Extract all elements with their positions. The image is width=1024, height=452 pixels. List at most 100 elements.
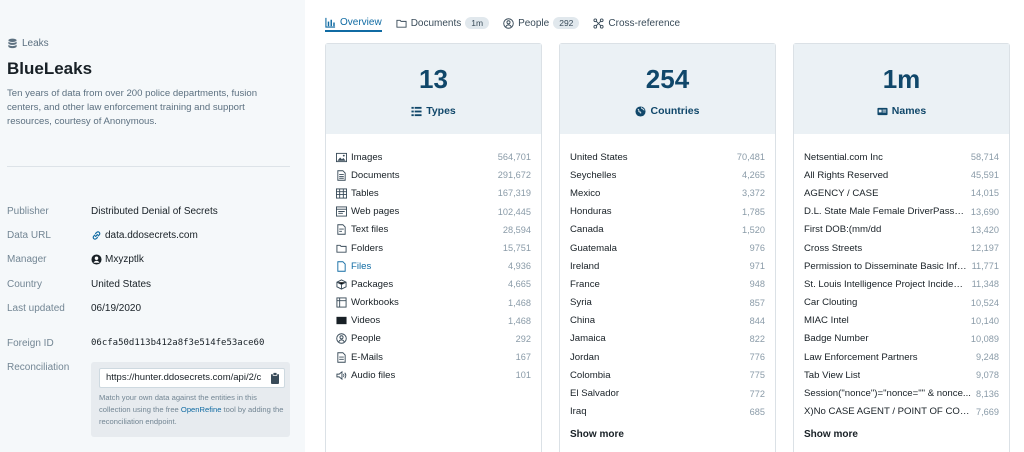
- countries-row-label[interactable]: Honduras: [570, 206, 738, 217]
- types-row-text[interactable]: Packages: [351, 278, 394, 290]
- reconciliation-endpoint-input[interactable]: https://hunter.ddosecrets.com/api/2/c: [99, 368, 285, 388]
- names-row[interactable]: Cross Streets 12,197: [804, 239, 999, 257]
- types-row-label[interactable]: Videos: [336, 315, 504, 326]
- countries-row-label[interactable]: Seychelles: [570, 170, 738, 181]
- names-row[interactable]: First DOB:(mm/dd 13,420: [804, 221, 999, 239]
- names-row-label[interactable]: X)No CASE AGENT / POINT OF CONTA...: [804, 406, 972, 417]
- types-row[interactable]: Audio files 101: [336, 366, 531, 384]
- names-row-text[interactable]: Car Clouting: [804, 297, 858, 309]
- countries-row-label[interactable]: Mexico: [570, 188, 738, 199]
- types-row-label[interactable]: Workbooks: [336, 297, 504, 308]
- names-row-text[interactable]: All Rights Reserved: [804, 169, 889, 181]
- tab-people-label[interactable]: People: [518, 17, 550, 29]
- countries-row-text[interactable]: United States: [570, 151, 628, 163]
- types-row-label[interactable]: Documents: [336, 170, 494, 181]
- names-row-label[interactable]: D.L. State Male Female DriverPassen...: [804, 206, 967, 217]
- breadcrumb[interactable]: Leaks: [7, 38, 49, 49]
- names-row-label[interactable]: First DOB:(mm/dd: [804, 224, 967, 235]
- names-row[interactable]: Tab View List 9,078: [804, 366, 999, 384]
- types-row-label[interactable]: Images: [336, 152, 494, 163]
- countries-row-label[interactable]: Ireland: [570, 261, 746, 272]
- tab-overview[interactable]: Overview: [325, 14, 382, 32]
- types-row-label[interactable]: Packages: [336, 279, 504, 290]
- names-row-text[interactable]: AGENCY / CASE: [804, 187, 879, 199]
- types-row[interactable]: Files 4,936: [336, 257, 531, 275]
- countries-row[interactable]: El Salvador 772: [570, 384, 765, 402]
- countries-row-label[interactable]: Colombia: [570, 370, 746, 381]
- tab-cross-reference[interactable]: Cross-reference: [593, 14, 680, 32]
- names-row-label[interactable]: St. Louis Intelligence Project Incident …: [804, 279, 968, 290]
- types-row[interactable]: Text files 28,594: [336, 221, 531, 239]
- types-row[interactable]: Documents 291,672: [336, 166, 531, 184]
- names-row-text[interactable]: Tab View List: [804, 369, 861, 381]
- countries-row-text[interactable]: Jamaica: [570, 333, 606, 345]
- names-row-text[interactable]: X)No CASE AGENT / POINT OF CONTA...: [804, 406, 972, 418]
- openrefine-link[interactable]: OpenRefine: [180, 405, 222, 414]
- names-row-label[interactable]: Session("nonce")="nonce="" & nonce...: [804, 388, 972, 399]
- countries-row-label[interactable]: France: [570, 279, 746, 290]
- types-row[interactable]: Images 564,701: [336, 148, 531, 166]
- names-row[interactable]: Car Clouting 10,524: [804, 294, 999, 312]
- countries-show-more-button[interactable]: Show more: [570, 429, 624, 440]
- types-row-text[interactable]: Tables: [351, 187, 379, 199]
- names-row-text[interactable]: St. Louis Intelligence Project Incident …: [804, 278, 968, 290]
- names-row[interactable]: D.L. State Male Female DriverPassen... 13…: [804, 203, 999, 221]
- names-row-label[interactable]: Law Enforcement Partners: [804, 352, 972, 363]
- breadcrumb-label[interactable]: Leaks: [22, 38, 49, 49]
- names-row[interactable]: AGENCY / CASE 14,015: [804, 184, 999, 202]
- types-row[interactable]: E-Mails 167: [336, 348, 531, 366]
- types-row[interactable]: Workbooks 1,468: [336, 294, 531, 312]
- tab-documents[interactable]: Documents 1m: [396, 14, 490, 32]
- names-row-label[interactable]: Car Clouting: [804, 297, 967, 308]
- types-row-label[interactable]: Tables: [336, 188, 494, 199]
- names-row-label[interactable]: All Rights Reserved: [804, 170, 967, 181]
- countries-row[interactable]: Guatemala 976: [570, 239, 765, 257]
- tab-people[interactable]: People 292: [503, 14, 580, 32]
- countries-row[interactable]: Syria 857: [570, 294, 765, 312]
- types-row-text[interactable]: Folders: [351, 242, 383, 254]
- tab-cross-reference-label[interactable]: Cross-reference: [608, 17, 681, 29]
- names-row-label[interactable]: Netsential.com Inc: [804, 152, 967, 163]
- types-row[interactable]: Tables 167,319: [336, 184, 531, 202]
- countries-row[interactable]: Jamaica 822: [570, 330, 765, 348]
- countries-row-text[interactable]: Mexico: [570, 187, 601, 199]
- countries-row-label[interactable]: Jordan: [570, 352, 746, 363]
- countries-row-text[interactable]: Syria: [570, 297, 592, 309]
- types-row-text[interactable]: Text files: [351, 224, 389, 236]
- types-row[interactable]: Web pages 102,445: [336, 203, 531, 221]
- names-row[interactable]: All Rights Reserved 45,591: [804, 166, 999, 184]
- names-row-label[interactable]: AGENCY / CASE: [804, 188, 967, 199]
- names-row[interactable]: X)No CASE AGENT / POINT OF CONTA... 7,669: [804, 403, 999, 421]
- countries-row[interactable]: Honduras 1,785: [570, 203, 765, 221]
- countries-row[interactable]: Colombia 775: [570, 366, 765, 384]
- names-row-label[interactable]: Badge Number: [804, 333, 967, 344]
- names-row-text[interactable]: MIAC Intel: [804, 315, 849, 327]
- types-row-text[interactable]: Images: [351, 151, 383, 163]
- names-row-label[interactable]: MIAC Intel: [804, 315, 967, 326]
- names-row[interactable]: Netsential.com Inc 58,714: [804, 148, 999, 166]
- countries-row-label[interactable]: El Salvador: [570, 388, 746, 399]
- types-row-label[interactable]: Text files: [336, 224, 499, 235]
- names-row-text[interactable]: Badge Number: [804, 333, 869, 345]
- types-row-label[interactable]: Folders: [336, 243, 499, 254]
- countries-row-text[interactable]: El Salvador: [570, 388, 620, 400]
- countries-row[interactable]: Ireland 971: [570, 257, 765, 275]
- countries-row-label[interactable]: Guatemala: [570, 243, 746, 254]
- tab-documents-label[interactable]: Documents: [410, 17, 462, 29]
- publisher-link[interactable]: Distributed Denial of Secrets: [91, 206, 218, 217]
- types-row-label[interactable]: People: [336, 333, 512, 344]
- types-row-label[interactable]: Web pages: [336, 206, 494, 217]
- reconciliation-endpoint-value[interactable]: https://hunter.ddosecrets.com/api/2/c: [106, 372, 262, 383]
- types-row-text[interactable]: People: [351, 333, 381, 345]
- countries-row-text[interactable]: Honduras: [570, 206, 612, 218]
- countries-row[interactable]: France 948: [570, 275, 765, 293]
- names-row-label[interactable]: Permission to Disseminate Basic Infor...: [804, 261, 968, 272]
- names-row[interactable]: Law Enforcement Partners 9,248: [804, 348, 999, 366]
- types-row-label[interactable]: Audio files: [336, 370, 512, 381]
- types-row-label[interactable]: Files: [336, 261, 504, 272]
- countries-row-text[interactable]: Guatemala: [570, 242, 617, 254]
- names-show-more-button[interactable]: Show more: [804, 429, 858, 440]
- names-row[interactable]: MIAC Intel 10,140: [804, 312, 999, 330]
- countries-row-label[interactable]: Jamaica: [570, 333, 746, 344]
- names-row-text[interactable]: Law Enforcement Partners: [804, 351, 918, 363]
